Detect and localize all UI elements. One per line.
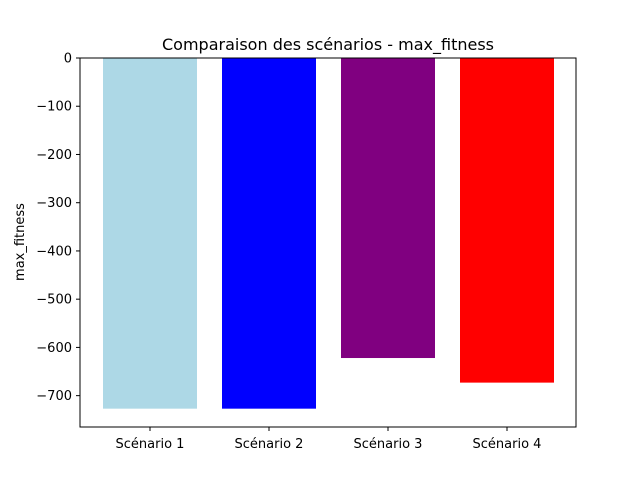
chart-title: Comparaison des scénarios - max_fitness <box>162 35 494 55</box>
x-axis-ticks: Scénario 1 Scénario 2 Scénario 3 Scénario 4 <box>116 427 542 452</box>
x-tick-label-1: Scénario 1 <box>116 437 185 452</box>
y-tick-label-3: −200 <box>36 148 72 163</box>
x-tick-label-3: Scénario 3 <box>354 437 423 452</box>
x-tick-label-4: Scénario 4 <box>473 437 542 452</box>
y-tick-label-6: −500 <box>36 293 72 308</box>
y-tick-label-7: −600 <box>36 341 72 356</box>
bar-1 <box>103 58 197 409</box>
plot-frame <box>79 57 577 428</box>
bar-4 <box>460 58 554 383</box>
x-tick-label-2: Scénario 2 <box>235 437 304 452</box>
y-tick-label-8: −700 <box>36 389 72 404</box>
bar-2 <box>222 58 316 409</box>
y-axis-ticks: 0 −100 −200 −300 −400 −500 −600 −700 <box>36 52 80 404</box>
y-tick-label-2: −100 <box>36 100 72 115</box>
y-axis-label: max_fitness <box>13 203 28 281</box>
y-tick-label-5: −400 <box>36 244 72 259</box>
bar-3 <box>341 58 435 359</box>
bars-group <box>103 58 554 409</box>
y-tick-label-4: −300 <box>36 196 72 211</box>
y-tick-label-1: 0 <box>64 52 72 67</box>
